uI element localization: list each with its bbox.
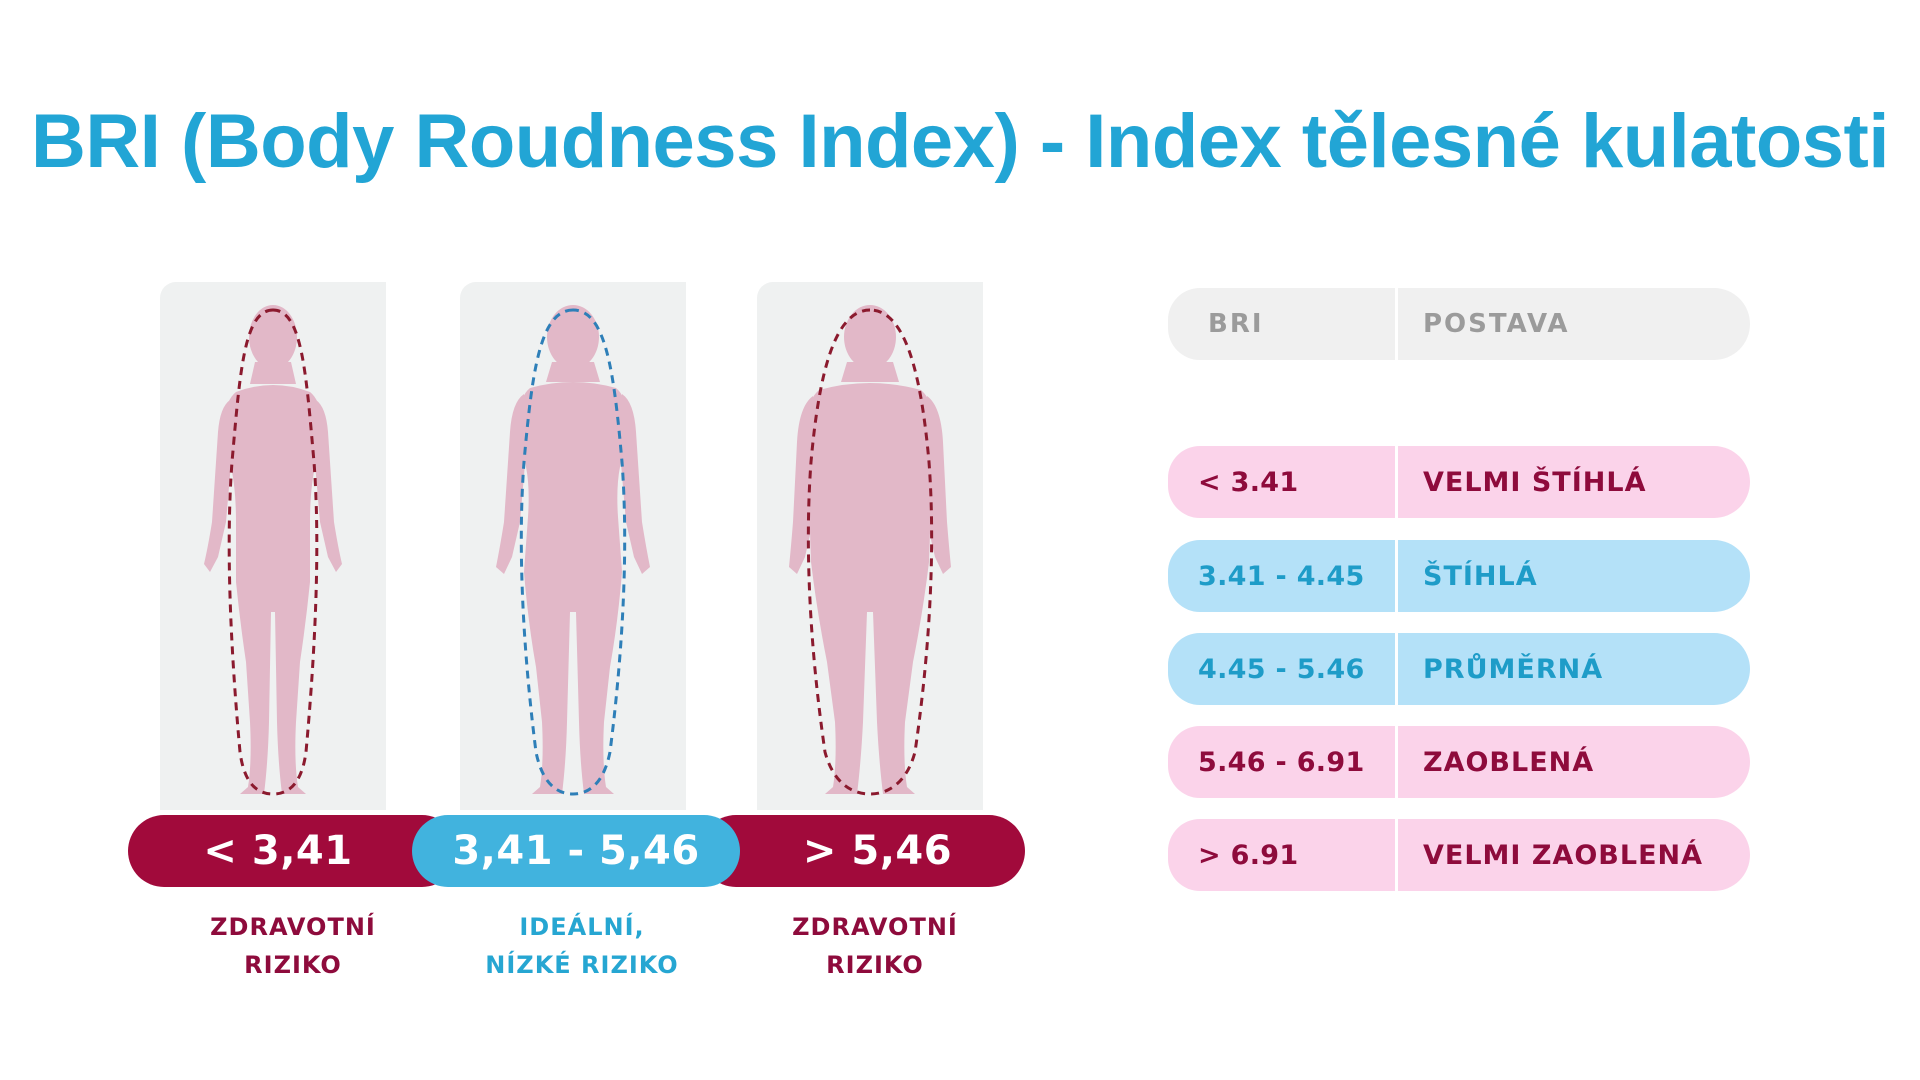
figure-panel-ideal xyxy=(460,282,686,810)
risk-label-high: ZDRAVOTNÍ RIZIKO xyxy=(745,908,1005,984)
figure-panel-slim xyxy=(160,282,386,810)
table-row: > 6.91 VELMI ZAOBLENÁ xyxy=(1168,819,1750,891)
table-row: 4.45 - 5.46 PRŮMĚRNÁ xyxy=(1168,633,1750,705)
page-title: BRI (Body Roudness Index) - Index tělesn… xyxy=(31,99,1889,184)
risk-label-line1: ZDRAVOTNÍ xyxy=(210,913,376,941)
risk-label-low: ZDRAVOTNÍ RIZIKO xyxy=(163,908,423,984)
column-divider xyxy=(1395,819,1398,891)
column-divider xyxy=(1395,540,1398,612)
column-divider xyxy=(1395,726,1398,798)
cell-figure-type: VELMI ZAOBLENÁ xyxy=(1423,839,1704,871)
header-figure: POSTAVA xyxy=(1423,309,1570,339)
cell-figure-type: PRŮMĚRNÁ xyxy=(1423,653,1604,685)
female-silhouette-slim-icon xyxy=(204,305,342,796)
range-pill-high: > 5,46 xyxy=(700,815,1025,887)
column-divider xyxy=(1395,288,1398,360)
female-silhouette-ideal-icon xyxy=(496,305,650,796)
cell-bri-range: 5.46 - 6.91 xyxy=(1198,746,1365,778)
cell-bri-range: 3.41 - 4.45 xyxy=(1198,560,1365,592)
cell-bri-range: 4.45 - 5.46 xyxy=(1198,653,1365,685)
cell-bri-range: < 3.41 xyxy=(1198,466,1299,498)
cell-figure-type: ZAOBLENÁ xyxy=(1423,746,1595,778)
cell-bri-range: > 6.91 xyxy=(1198,839,1299,871)
table-header: BRI POSTAVA xyxy=(1168,288,1750,360)
table-row: 5.46 - 6.91 ZAOBLENÁ xyxy=(1168,726,1750,798)
cell-figure-type: ŠTÍHLÁ xyxy=(1423,560,1538,592)
cell-figure-type: VELMI ŠTÍHLÁ xyxy=(1423,466,1647,498)
table-row: < 3.41 VELMI ŠTÍHLÁ xyxy=(1168,446,1750,518)
female-silhouette-round-icon xyxy=(789,305,951,796)
figure-panel-round xyxy=(757,282,983,810)
range-pill-low: < 3,41 xyxy=(128,815,458,887)
risk-label-line2: RIZIKO xyxy=(244,951,342,979)
risk-label-line1: IDEÁLNÍ, xyxy=(519,913,645,941)
risk-label-line2: RIZIKO xyxy=(826,951,924,979)
risk-label-line1: ZDRAVOTNÍ xyxy=(792,913,958,941)
table-row: 3.41 - 4.45 ŠTÍHLÁ xyxy=(1168,540,1750,612)
column-divider xyxy=(1395,633,1398,705)
risk-label-ideal: IDEÁLNÍ, NÍZKÉ RIZIKO xyxy=(452,908,712,984)
risk-label-line2: NÍZKÉ RIZIKO xyxy=(485,951,679,979)
column-divider xyxy=(1395,446,1398,518)
range-pill-ideal: 3,41 - 5,46 xyxy=(412,815,740,887)
header-bri: BRI xyxy=(1208,309,1264,339)
